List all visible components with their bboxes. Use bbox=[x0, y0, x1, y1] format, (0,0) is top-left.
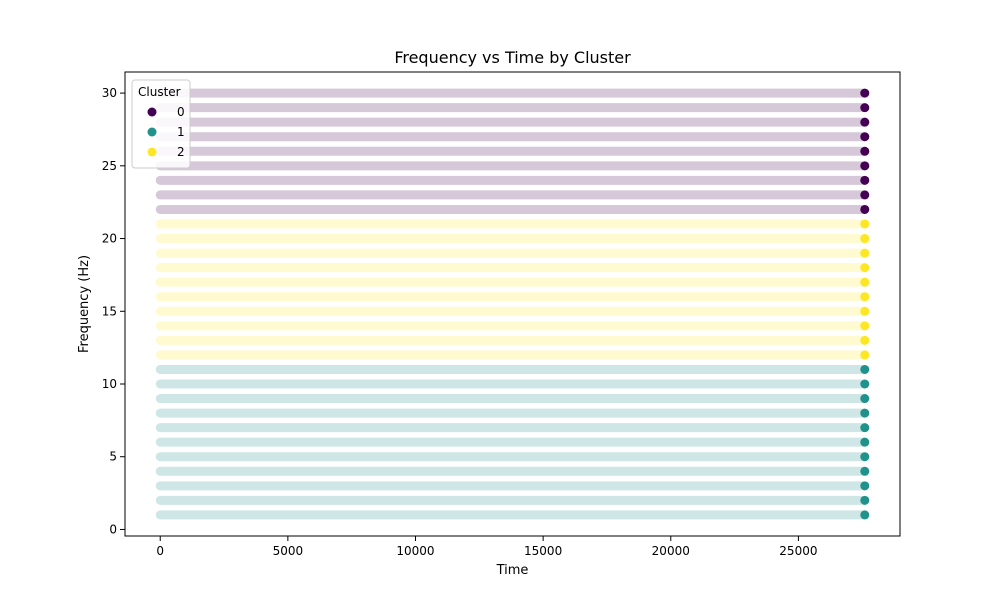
data-point-f24 bbox=[860, 175, 870, 185]
data-bands bbox=[155, 88, 870, 520]
data-point-f12 bbox=[860, 350, 870, 360]
legend-box bbox=[131, 79, 191, 169]
data-point-f21 bbox=[860, 219, 870, 229]
x-tick-label: 5000 bbox=[273, 544, 304, 558]
y-tick-label: 0 bbox=[109, 522, 117, 536]
legend-label-cluster-0: 0 bbox=[177, 105, 185, 119]
data-points bbox=[860, 88, 870, 520]
x-axis-ticks: 0 5000 10000 15000 20000 25000 bbox=[156, 536, 817, 558]
legend-label-cluster-2: 2 bbox=[177, 145, 185, 159]
x-tick-label: 0 bbox=[156, 544, 164, 558]
y-tick-label: 30 bbox=[102, 86, 117, 100]
data-point-f28 bbox=[860, 117, 870, 127]
y-tick-label: 20 bbox=[102, 232, 117, 246]
data-point-f23 bbox=[860, 190, 870, 200]
legend-marker-cluster-1 bbox=[147, 127, 157, 137]
x-axis-label: Time bbox=[496, 563, 529, 578]
data-point-f10 bbox=[860, 379, 870, 389]
data-point-f25 bbox=[860, 161, 870, 171]
data-point-f17 bbox=[860, 277, 870, 287]
data-point-f2 bbox=[860, 495, 870, 505]
y-tick-label: 15 bbox=[102, 304, 117, 318]
x-tick-label: 20000 bbox=[652, 544, 690, 558]
legend: Cluster 0 1 2 bbox=[131, 79, 191, 169]
chart-title: Frequency vs Time by Cluster bbox=[394, 48, 631, 67]
data-point-f27 bbox=[860, 132, 870, 142]
data-point-f26 bbox=[860, 146, 870, 156]
data-point-f15 bbox=[860, 306, 870, 316]
legend-marker-cluster-2 bbox=[147, 147, 157, 157]
data-point-f9 bbox=[860, 394, 870, 404]
x-tick-label: 25000 bbox=[779, 544, 817, 558]
data-point-f6 bbox=[860, 437, 870, 447]
data-point-f22 bbox=[860, 204, 870, 214]
data-point-f18 bbox=[860, 263, 870, 273]
data-point-f16 bbox=[860, 292, 870, 302]
data-point-f19 bbox=[860, 248, 870, 258]
data-point-f14 bbox=[860, 321, 870, 331]
data-point-f30 bbox=[860, 88, 870, 98]
y-tick-label: 5 bbox=[109, 450, 117, 464]
data-point-f8 bbox=[860, 408, 870, 418]
data-point-f13 bbox=[860, 335, 870, 345]
data-point-f5 bbox=[860, 452, 870, 462]
data-point-f29 bbox=[860, 103, 870, 113]
data-point-f1 bbox=[860, 510, 870, 520]
legend-marker-cluster-0 bbox=[147, 107, 157, 117]
data-point-f20 bbox=[860, 234, 870, 244]
legend-label-cluster-1: 1 bbox=[177, 125, 185, 139]
y-axis-ticks: 0 5 10 15 20 25 30 bbox=[102, 86, 125, 536]
y-tick-label: 10 bbox=[102, 377, 117, 391]
data-point-f3 bbox=[860, 481, 870, 491]
y-tick-label: 25 bbox=[102, 159, 117, 173]
x-tick-label: 10000 bbox=[396, 544, 434, 558]
data-point-f4 bbox=[860, 466, 870, 476]
data-point-f7 bbox=[860, 423, 870, 433]
data-point-f11 bbox=[860, 364, 870, 374]
y-axis-label: Frequency (Hz) bbox=[77, 255, 92, 353]
plot-frame bbox=[124, 71, 901, 537]
x-tick-label: 15000 bbox=[524, 544, 562, 558]
legend-title: Cluster bbox=[138, 85, 181, 99]
